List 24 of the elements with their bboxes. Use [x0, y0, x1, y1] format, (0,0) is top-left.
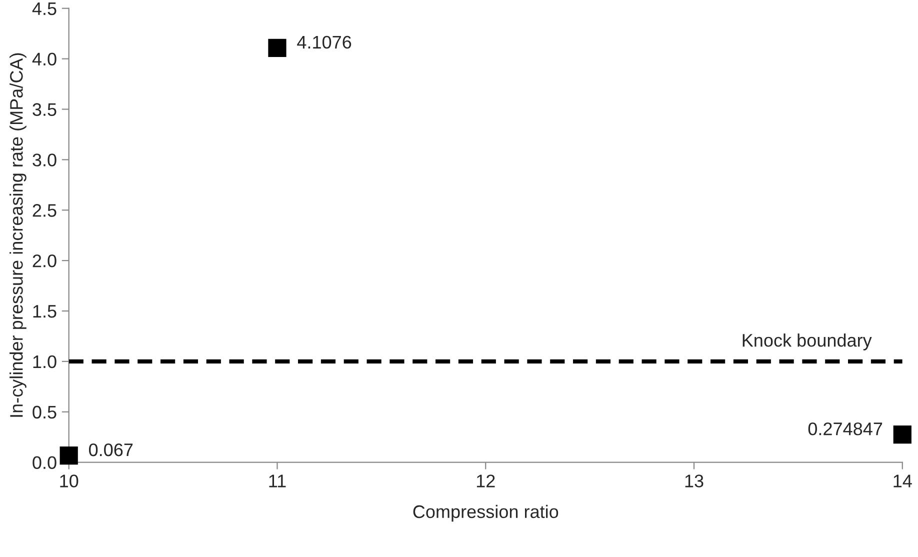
y-tick-label: 2.5 [32, 204, 56, 217]
y-tick-label: 1.0 [33, 355, 56, 368]
x-tick-label: 11 [269, 474, 286, 488]
data-label: 4.1076 [297, 36, 352, 49]
y-axis-title: In-cylinder pressure increasing rate (MPa/CA) [10, 53, 26, 417]
x-axis-title: Compression ratio [413, 504, 558, 522]
y-tick-label: 3.0 [32, 154, 56, 166]
x-tick-label: 10 [60, 474, 78, 488]
x-tick-label: 14 [894, 474, 912, 488]
point [268, 38, 286, 57]
data-label: 0.274847 [808, 422, 882, 436]
point [893, 426, 912, 444]
ref-line-label: Knock boundary [742, 333, 872, 350]
y-tick-label: 1.5 [33, 305, 56, 318]
y-tick-label: 4.5 [32, 2, 56, 16]
x-tick-label: 12 [476, 474, 495, 488]
y-tick-label: 4.0 [32, 52, 56, 66]
y-tick-label: 0.5 [32, 406, 56, 419]
y-tick-label: 0.0 [32, 456, 56, 470]
y-tick-label: 2.0 [32, 254, 56, 268]
x-tick-label: 13 [685, 474, 704, 488]
point [60, 446, 78, 465]
y-tick-label: 3.5 [32, 103, 56, 116]
data-label: 0.067 [89, 443, 133, 456]
